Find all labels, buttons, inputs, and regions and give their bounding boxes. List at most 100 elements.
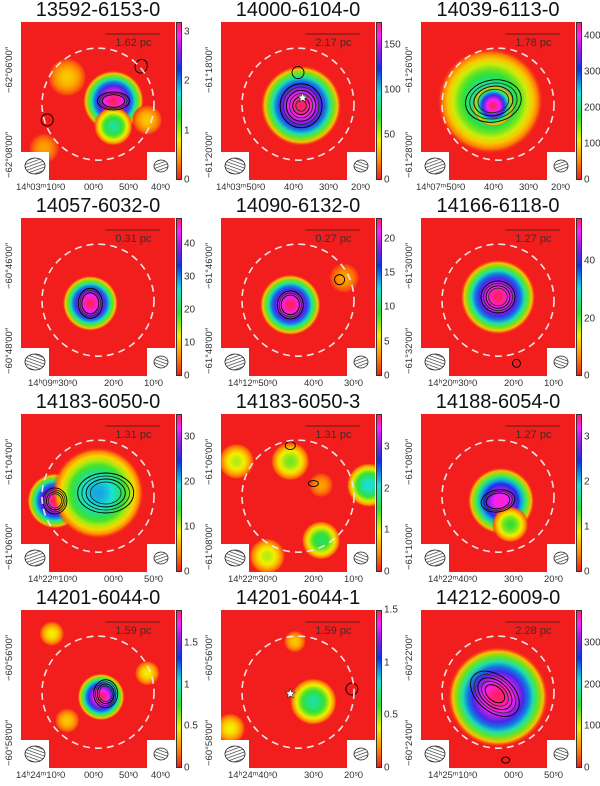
contour-line (289, 93, 314, 119)
contour-line (40, 113, 54, 127)
dec-tick-label: −61°06′00″ (4, 523, 15, 570)
dec-tick-label: −61°18′00″ (204, 46, 215, 94)
colorbar-tick-label: 0 (584, 762, 590, 774)
colorbar-tick-label: 40 (584, 255, 596, 267)
colorbar-tick-label: 1 (384, 524, 390, 536)
ra-tick-label: 14ʰ25ᵐ10ˢ0 (428, 770, 478, 781)
colorbar-tick-label: 20 (184, 476, 196, 488)
panel-title: 14183-6050-0 (35, 391, 161, 413)
emission-blob (301, 520, 341, 560)
intensity-map: 0.27 pc (221, 218, 375, 376)
contour-line (485, 285, 511, 309)
ra-tick-label: 14ʰ03ᵐ50ˢ0 (216, 182, 266, 193)
beam-ellipse-icon (224, 745, 246, 763)
contour-line (285, 89, 317, 122)
dec-tick-label: −60°58′00″ (4, 719, 15, 766)
intensity-map: 2.17 pc (221, 22, 375, 180)
colorbar-tick-label: 0 (384, 762, 390, 774)
contour-line (512, 358, 521, 368)
colorbar-tick-label: 3 (384, 441, 390, 453)
colorbar-tick-label: 0 (384, 174, 390, 186)
intensity-map: 1.78 pc (421, 22, 575, 180)
aperture-circle (41, 439, 155, 553)
contour-line (96, 91, 130, 111)
dec-tick-label: −61°08′00″ (204, 523, 215, 570)
map-panel: 14201-6044-1 1.59 pc 0 0.5 1 1.5 −60°56′00″ −60… (200, 588, 400, 784)
colorbar-tick-label: 10 (384, 301, 396, 313)
ra-tick-label: 14ʰ22ᵐ30ˢ0 (228, 574, 278, 585)
beam-ellipse-icon (553, 159, 569, 173)
contour-line (470, 670, 520, 717)
contour-line (473, 674, 517, 714)
colorbar-tick-label: 50 (384, 129, 396, 141)
contour-line (279, 83, 323, 129)
contour-line (501, 756, 511, 764)
contour-line (96, 683, 115, 704)
contour-line (89, 481, 122, 505)
scale-bar-label: 1.31 pc (115, 429, 152, 441)
dec-tick-label: −60°58′00″ (204, 719, 215, 766)
contour-line (484, 684, 506, 704)
intensity-map: 1.27 pc (421, 218, 575, 376)
emission-blob (460, 259, 536, 335)
colorbar-tick-label: 0 (184, 762, 190, 774)
aperture-circle (441, 243, 555, 357)
colorbar (176, 610, 182, 768)
emission-blob (270, 441, 310, 481)
colorbar (576, 414, 582, 572)
contour-line (481, 680, 509, 707)
colorbar-tick-label: 100 (584, 138, 600, 150)
ra-tick-label: 30ˢ0 (344, 378, 364, 389)
emission-blob (134, 660, 160, 686)
colorbar (376, 22, 382, 180)
contour-line (465, 79, 522, 123)
beam-ellipse-icon (553, 551, 569, 565)
ra-tick-label: 40ˢ0 (284, 182, 304, 193)
emission-blob (283, 630, 307, 653)
panel-title: 14166-6118-0 (436, 195, 560, 217)
colorbar-tick-label: 3 (584, 431, 590, 443)
beam-ellipse-icon (224, 157, 246, 175)
colorbar-tick-label: 30 (184, 271, 196, 283)
dec-tick-label: −60°46′00″ (4, 242, 15, 290)
panel-title: 14212-6009-0 (435, 587, 561, 609)
dec-tick-label: −61°48′00″ (204, 327, 215, 374)
ra-tick-label: 14ʰ20ᵐ30ˢ0 (428, 378, 478, 389)
aperture-circle (441, 635, 555, 749)
emission-blob (221, 713, 246, 744)
colorbar-tick-label: 400 (584, 30, 600, 42)
scale-bar-label: 1.27 pc (515, 233, 552, 245)
colorbar (576, 218, 582, 376)
beam-ellipse-icon (224, 353, 246, 371)
colorbar-tick-label: 100 (384, 84, 401, 96)
star-icon (297, 91, 309, 103)
intensity-map: 1.62 pc (21, 22, 175, 180)
emission-blob (447, 646, 549, 748)
beam-ellipse-icon (553, 747, 569, 761)
beam-ellipse-icon (353, 355, 369, 369)
colorbar-tick-label: 3 (184, 26, 190, 38)
aperture-circle (241, 439, 355, 553)
colorbar-tick-label: 100 (584, 720, 600, 732)
contour-line (291, 66, 305, 80)
colorbar-tick-label: 1 (384, 657, 390, 669)
scale-bar-label: 1.31 pc (315, 429, 352, 441)
map-panel: 14183-6050-3 1.31 pc 0 1 2 3 −61°06′00″ −61°08′… (200, 392, 400, 588)
aperture-circle (441, 47, 555, 161)
panel-title: 13592-6153-0 (35, 0, 161, 21)
ra-tick-label: 50ˢ0 (119, 770, 139, 781)
dec-tick-label: −62°06′00″ (4, 46, 15, 94)
colorbar-tick-label: 300 (584, 66, 600, 78)
contour-line (469, 82, 518, 120)
ra-tick-label: 20ˢ0 (544, 574, 564, 585)
colorbar-tick-label: 0.5 (184, 720, 198, 732)
contour-line (44, 489, 66, 513)
contour-line (101, 94, 126, 108)
emission-blob (93, 106, 133, 146)
colorbar (376, 218, 382, 376)
colorbar-tick-label: 2 (184, 75, 190, 87)
scale-bar-label: 1.62 pc (115, 37, 152, 49)
contour-line (47, 493, 62, 509)
colorbar-tick-label: 0 (584, 174, 590, 186)
dec-tick-label: −60°22′00″ (404, 634, 415, 682)
